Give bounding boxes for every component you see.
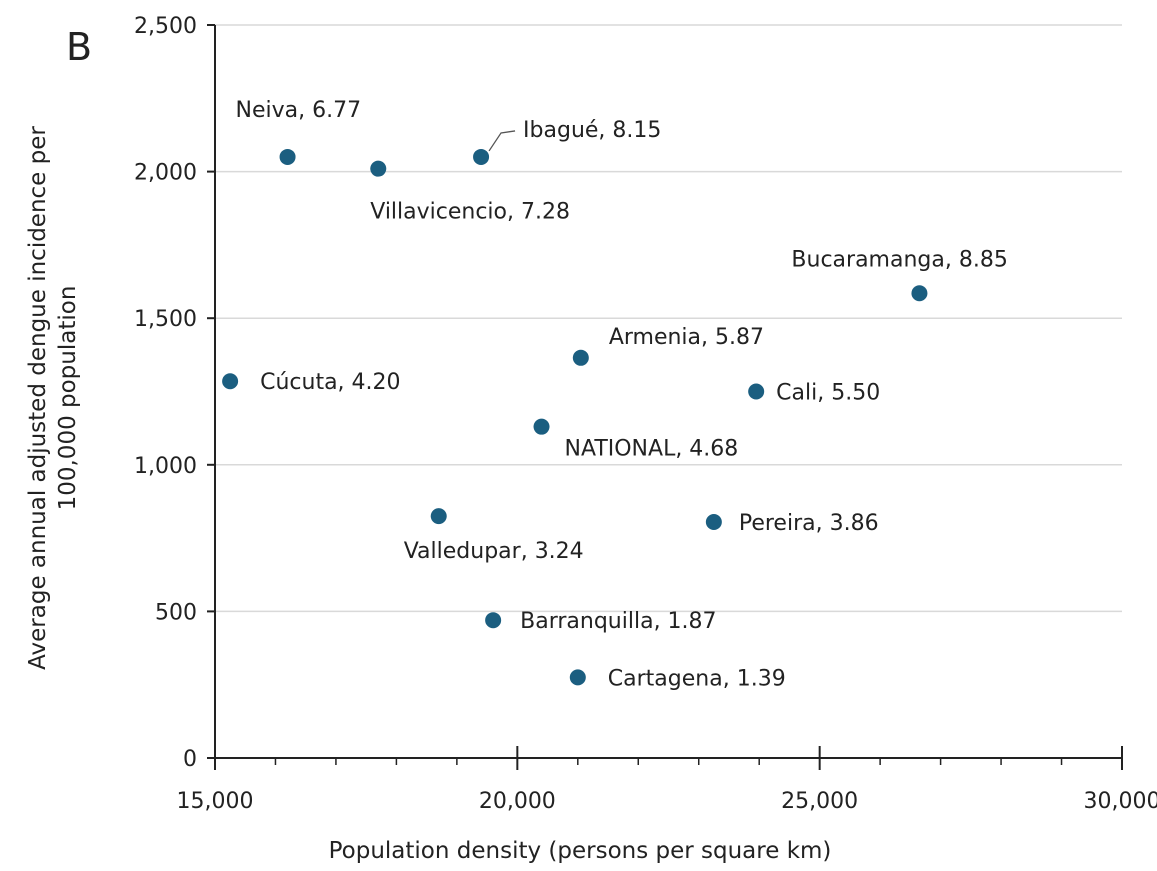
- data-point: [370, 160, 387, 177]
- data-labels: Neiva, 6.77 Villavicencio, 7.28 Ibagué, 8.…: [236, 98, 1008, 691]
- data-label: Cali, 5.50: [776, 381, 880, 406]
- data-label: Ibagué, 8.15: [523, 118, 661, 143]
- data-point: [222, 373, 239, 390]
- y-tick-label: 500: [155, 600, 197, 625]
- y-axis-title: Average annual adjusted dengue incidence…: [25, 126, 81, 670]
- x-tick-label: 25,000: [781, 789, 858, 814]
- data-label: Neiva, 6.77: [236, 98, 362, 123]
- data-label: Villavicencio, 7.28: [370, 200, 570, 225]
- data-point: [533, 418, 550, 435]
- data-label: Valledupar, 3.24: [404, 539, 584, 564]
- data-label: NATIONAL, 4.68: [565, 437, 739, 462]
- y-tick-label: 0: [183, 747, 197, 772]
- data-point: [473, 148, 490, 165]
- y-axis-title-line-1: Average annual adjusted dengue incidence…: [25, 126, 51, 670]
- x-tick-label: 30,000: [1084, 789, 1157, 814]
- grid-lines: [215, 24, 1122, 613]
- label-leader-line: [488, 130, 516, 152]
- x-tick-label: 15,000: [177, 789, 254, 814]
- y-tick-label: 1,000: [134, 454, 197, 479]
- data-point: [705, 513, 722, 530]
- data-point: [430, 508, 447, 525]
- axes: [214, 25, 1122, 759]
- data-point: [279, 148, 296, 165]
- data-label: Cartagena, 1.39: [608, 666, 786, 691]
- data-label: Cúcuta, 4.20: [260, 370, 400, 395]
- data-point: [485, 612, 502, 629]
- data-label: Bucaramanga, 8.85: [791, 247, 1007, 272]
- data-point: [569, 669, 586, 686]
- data-label: Barranquilla, 1.87: [520, 609, 716, 634]
- data-label: Pereira, 3.86: [739, 511, 879, 536]
- x-tick-label: 20,000: [479, 789, 556, 814]
- panel-label: B: [66, 25, 92, 69]
- x-axis-ticks: 15,000 20,000 25,000 30,000: [177, 746, 1157, 814]
- y-axis-title-line-2: 100,000 population: [55, 286, 81, 511]
- data-point: [911, 285, 928, 302]
- y-tick-label: 2,500: [134, 14, 197, 39]
- y-axis-ticks: 0 500 1,000 1,500 2,000 2,500: [134, 14, 215, 772]
- y-tick-label: 1,500: [134, 307, 197, 332]
- data-point: [748, 383, 765, 400]
- data-points: [222, 148, 928, 686]
- y-tick-label: 2,000: [134, 161, 197, 186]
- x-axis-title: Population density (persons per square k…: [329, 838, 832, 864]
- data-label: Armenia, 5.87: [609, 325, 764, 350]
- data-point: [572, 349, 589, 366]
